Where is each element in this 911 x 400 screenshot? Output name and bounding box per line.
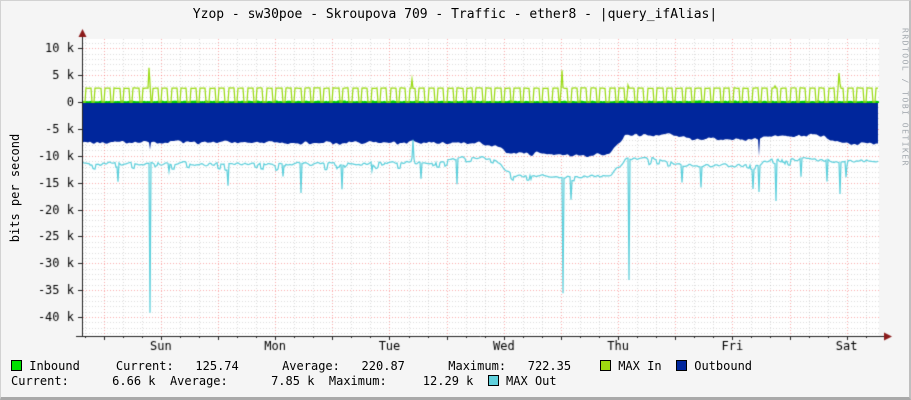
max-in-label: MAX In — [610, 358, 676, 373]
outbound-swatch — [676, 360, 687, 371]
inbound-stats-text: Inbound Current: 125.74 Average: 220.87 … — [22, 358, 600, 373]
max-in-swatch — [599, 360, 611, 371]
rrdtool-watermark: RRDTOOL / TOBI OETIKER — [900, 28, 910, 167]
legend-row-outbound: Current: 6.66 k Average: 7.85 k Maximum:… — [11, 373, 752, 388]
graph-legend: Inbound Current: 125.74 Average: 220.87 … — [11, 358, 752, 388]
max-out-label: MAX Out — [498, 373, 557, 388]
inbound-swatch — [11, 360, 22, 371]
legend-row-inbound: Inbound Current: 125.74 Average: 220.87 … — [11, 358, 752, 373]
outbound-label: Outbound — [687, 358, 753, 373]
traffic-graph-canvas — [1, 1, 909, 357]
max-out-swatch — [487, 375, 499, 386]
outbound-stats-text: Current: 6.66 k Average: 7.85 k Maximum:… — [11, 373, 488, 388]
